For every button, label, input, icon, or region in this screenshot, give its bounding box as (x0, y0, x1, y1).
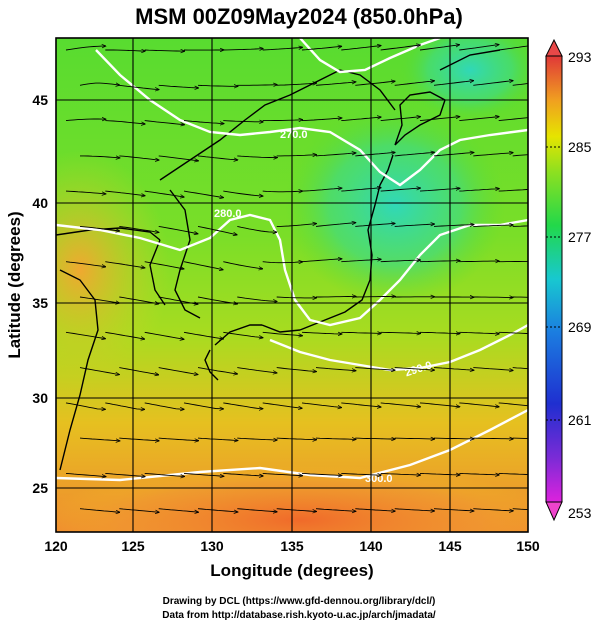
colorbar-tick-269: 269 (568, 319, 592, 335)
x-axis-label: Longitude (degrees) (210, 561, 373, 580)
y-tick-30: 30 (32, 390, 48, 406)
credit-drawing: Drawing by DCL (https://www.gfd-dennou.o… (163, 596, 436, 607)
colorbar-tick-253: 253 (568, 505, 592, 521)
colorbar-max-arrow (546, 40, 562, 56)
x-tick-150: 150 (516, 538, 540, 554)
x-axis-ticks: 120 125 130 135 140 145 150 (44, 538, 540, 554)
x-tick-130: 130 (200, 538, 224, 554)
streamline-94 (473, 297, 513, 298)
y-axis-ticks: 25 30 35 40 45 (32, 92, 48, 496)
y-tick-40: 40 (32, 195, 48, 211)
colorbar-scale (546, 56, 562, 502)
y-tick-35: 35 (32, 295, 48, 311)
cool-region-north (400, 20, 540, 120)
y-axis-label: Latitude (degrees) (5, 211, 24, 358)
cool-region (285, 105, 505, 305)
x-tick-140: 140 (359, 538, 383, 554)
contour-label-270: 270.0 (280, 129, 308, 141)
colorbar: 293 285 277 269 261 253 (546, 40, 592, 521)
warm-region-south (40, 465, 560, 575)
y-tick-25: 25 (32, 480, 48, 496)
colorbar-min-arrow (546, 502, 562, 520)
y-tick-45: 45 (32, 92, 48, 108)
credit-data: Data from http://database.rish.kyoto-u.a… (162, 610, 436, 621)
x-tick-135: 135 (280, 538, 304, 554)
x-tick-120: 120 (44, 538, 68, 554)
x-tick-145: 145 (438, 538, 462, 554)
colorbar-tick-293: 293 (568, 49, 592, 65)
plot-area: 300.0 290.0 280.0 270.0 (0, 20, 560, 575)
colorbar-tick-261: 261 (568, 412, 592, 428)
contour-label-280: 280.0 (214, 208, 242, 220)
colorbar-tick-285: 285 (568, 139, 592, 155)
chart-title: MSM 00Z09May2024 (850.0hPa) (135, 4, 463, 29)
colorbar-tick-277: 277 (568, 229, 592, 245)
x-tick-125: 125 (121, 538, 145, 554)
